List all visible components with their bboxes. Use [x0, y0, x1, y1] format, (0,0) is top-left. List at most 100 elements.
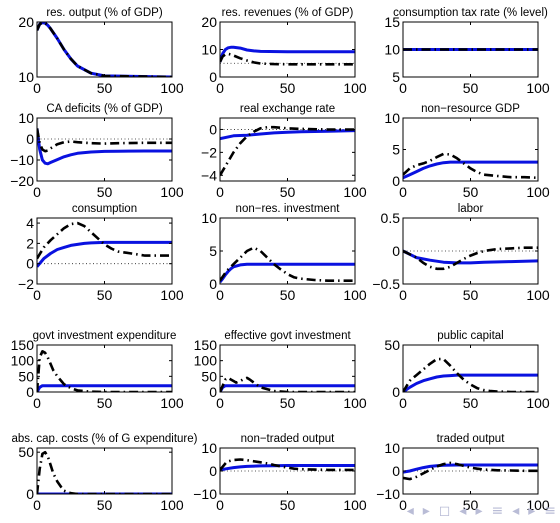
x-tick-label: 0 — [216, 497, 224, 513]
x-tick-label: 100 — [160, 80, 184, 96]
x-tick-label: 100 — [526, 287, 550, 303]
triangle-right-icon[interactable]: ▸ — [528, 502, 536, 519]
x-tick-label: 0 — [399, 395, 407, 411]
x-tick-label: 100 — [526, 497, 550, 513]
x-tick-label: 0 — [399, 184, 407, 200]
axes-frame — [219, 117, 356, 182]
y-tick-label: 10 — [384, 110, 400, 126]
x-tick-label: 50 — [463, 184, 479, 200]
series-line-dashdot — [37, 22, 172, 77]
x-tick-label: 100 — [160, 395, 184, 411]
x-tick-label: 100 — [343, 287, 367, 303]
series-line-dashdot — [403, 246, 538, 271]
triangle-left-icon[interactable]: ◂ — [512, 502, 520, 519]
x-tick-label: 100 — [160, 287, 184, 303]
subsection-icon[interactable]: ≡ — [544, 502, 556, 519]
x-tick-label: 50 — [97, 395, 113, 411]
chart-panel: abs. cap. costs (% of G expenditure) 0 50 0… — [11, 433, 197, 513]
triangle-left-icon[interactable]: ◂ — [459, 502, 467, 519]
chart-title: non−traded output — [241, 433, 335, 445]
y-tick-label: −0.5 — [372, 276, 400, 292]
y-tick-label: 20 — [201, 14, 217, 30]
y-tick-label: 100 — [194, 353, 218, 369]
x-tick-label: 50 — [463, 395, 479, 411]
triangle-left-icon[interactable]: ◂ — [406, 502, 414, 519]
y-tick-label: −10 — [193, 486, 217, 502]
chart-title: non−res. investment — [236, 203, 341, 215]
y-tick-label: −4 — [201, 167, 217, 183]
series-line-solid — [37, 22, 172, 77]
series-line-solid — [220, 129, 355, 141]
triangle-right-icon[interactable]: ▸ — [475, 502, 483, 519]
frame-icon[interactable]: ◻ — [438, 502, 451, 519]
x-tick-label: 0 — [33, 497, 41, 513]
y-tick-label: 20 — [18, 14, 34, 30]
x-tick-label: 0 — [399, 80, 407, 96]
chart-panel: res. revenues (% of GDP) 0 10 20 0 50 100 — [201, 7, 366, 96]
chart-title: CA deficits (% of GDP) — [46, 103, 162, 115]
x-tick-label: 50 — [280, 287, 296, 303]
chart-title: consumption — [72, 203, 137, 215]
y-tick-label: 0 — [26, 486, 34, 502]
y-tick-label: 15 — [384, 14, 400, 30]
section-icon[interactable]: ≡ — [491, 502, 504, 519]
chart-title: consumption tax rate (% level) — [393, 7, 548, 19]
series-line-dashdot — [403, 461, 538, 481]
y-tick-label: 0 — [209, 276, 217, 292]
series-line-solid — [37, 128, 172, 166]
y-tick-label: 0 — [392, 173, 400, 189]
y-tick-label: 150 — [194, 337, 218, 353]
y-tick-label: 0 — [392, 384, 400, 400]
y-tick-label: 150 — [11, 337, 35, 353]
series-line-dashdot — [403, 357, 538, 392]
x-tick-label: 0 — [399, 287, 407, 303]
series-line-dashdot — [220, 458, 355, 472]
beamer-navigation-bar: ◂ ▸ ◻ ◂ ▸ ≡ ◂ ▸ ≡ — [322, 498, 560, 523]
y-tick-label: 50 — [18, 444, 34, 460]
triangle-right-icon[interactable]: ▸ — [422, 502, 430, 519]
x-tick-label: 50 — [280, 497, 296, 513]
x-tick-label: 100 — [160, 497, 184, 513]
y-tick-label: 4 — [26, 215, 34, 231]
chart-title: traded output — [437, 433, 506, 445]
series-line-dashdot — [37, 350, 172, 392]
series-line-dashdot — [403, 152, 538, 180]
x-tick-label: 100 — [343, 184, 367, 200]
y-tick-label: −2 — [18, 276, 34, 292]
x-tick-label: 0 — [33, 395, 41, 411]
series-line-dashdot — [220, 125, 355, 176]
x-tick-label: 50 — [97, 497, 113, 513]
x-tick-label: 50 — [463, 497, 479, 513]
x-tick-label: 100 — [343, 80, 367, 96]
chart-title: real exchange rate — [240, 103, 335, 115]
chart-panel: consumption tax rate (% level) 5 10 15 0 50 10… — [384, 7, 549, 96]
y-tick-label: 0 — [26, 256, 34, 272]
x-tick-label: 50 — [97, 287, 113, 303]
y-tick-label: 0 — [209, 384, 217, 400]
series-line-solid — [403, 373, 538, 392]
chart-title: labor — [458, 203, 484, 215]
chart-panel: public capital 0 50 0 50 100 — [384, 330, 549, 411]
axes-frame — [219, 217, 356, 285]
series-line-solid — [403, 160, 538, 180]
y-tick-label: 10 — [384, 440, 400, 456]
y-tick-label: 0 — [26, 131, 34, 147]
y-tick-label: 0 — [392, 463, 400, 479]
x-tick-label: 0 — [399, 497, 407, 513]
y-tick-label: −10 — [376, 486, 400, 502]
y-tick-label: 50 — [384, 337, 400, 353]
chart-title: res. output (% of GDP) — [46, 7, 162, 19]
y-tick-label: 10 — [384, 42, 400, 58]
x-tick-label: 100 — [343, 497, 367, 513]
chart-title: public capital — [437, 330, 503, 342]
y-tick-label: 50 — [201, 368, 217, 384]
y-tick-label: 10 — [18, 69, 34, 85]
y-tick-label: −20 — [10, 173, 34, 189]
x-tick-label: 100 — [343, 395, 367, 411]
chart-title: res. revenues (% of GDP) — [222, 7, 354, 19]
y-tick-label: 2 — [26, 235, 34, 251]
axes-frame — [36, 21, 173, 78]
